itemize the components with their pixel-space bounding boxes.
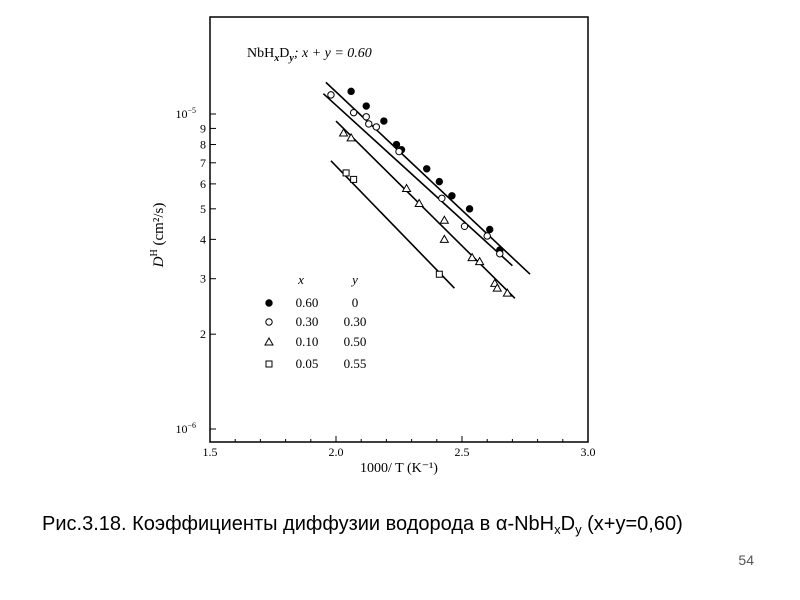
caption-alpha: α — [495, 513, 508, 535]
y-tick-label: 6 — [200, 177, 206, 191]
data-point — [372, 123, 381, 131]
fit-line — [325, 81, 531, 275]
legend-entry-x: 0.10 — [296, 334, 319, 349]
y-tick-label: 8 — [200, 138, 206, 152]
data-point — [502, 288, 513, 297]
data-point — [439, 234, 450, 243]
y-tick-label: 9 — [200, 121, 206, 135]
legend-header-y: y — [350, 272, 358, 287]
legend-entry-x: 0.30 — [296, 314, 319, 329]
data-point — [395, 147, 403, 156]
data-point — [362, 102, 370, 110]
data-point — [465, 205, 474, 213]
y-tick-label: 10−5 — [175, 106, 196, 121]
data-points — [327, 87, 513, 297]
fit-line — [330, 160, 456, 289]
x-tick-label: 2.5 — [455, 445, 470, 459]
legend-entry-y: 0.55 — [344, 356, 367, 371]
legend-marker — [265, 318, 273, 326]
data-point — [486, 225, 494, 234]
data-point — [438, 194, 446, 202]
x-tick-label: 2.0 — [329, 445, 344, 459]
data-point — [435, 177, 444, 186]
x-tick-label: 1.5 — [203, 445, 218, 459]
caption-sub-x: x — [554, 522, 561, 537]
data-point — [460, 222, 469, 231]
caption-prefix: Рис.3.18. Коэффициенты диффузии водорода… — [42, 513, 496, 535]
data-point — [350, 175, 358, 183]
title-sub-x: x — [273, 53, 279, 64]
fit-line — [322, 93, 513, 267]
data-point — [414, 198, 425, 207]
title-condition: ; x + y = 0.60 — [294, 46, 372, 61]
legend-marker — [265, 360, 273, 368]
data-point — [467, 252, 477, 262]
data-point — [439, 215, 450, 224]
title-sub-y: y — [288, 53, 294, 64]
legend: x y 0.60 0 0.30 0.30 0.10 0.50 0.05 0.55 — [264, 272, 367, 371]
page-number: 54 — [738, 552, 754, 568]
caption-suffix: (x+y=0,60) — [581, 513, 683, 535]
x-axis-label: 1000/ T (K⁻¹) — [360, 461, 438, 476]
data-point — [483, 232, 491, 240]
legend-marker — [264, 336, 274, 346]
y-axis-label: DH (cm²/s) — [149, 203, 167, 269]
data-point — [365, 120, 373, 128]
legend-markers — [264, 299, 274, 368]
legend-entry-x: 0.60 — [296, 295, 319, 310]
y-tick-label: 2 — [200, 327, 206, 341]
data-point — [392, 140, 401, 149]
figure-caption: Рис.3.18. Коэффициенты диффузии водорода… — [42, 513, 782, 536]
title-base: NbH — [247, 46, 274, 61]
data-point — [448, 192, 456, 200]
data-point — [401, 183, 412, 193]
chart-title: NbHxDy; x + y = 0.60 — [247, 46, 372, 64]
data-point — [496, 250, 504, 258]
y-axis-label-superscript: H — [149, 249, 160, 256]
legend-entry-y: 0.50 — [344, 334, 367, 349]
data-point — [423, 165, 431, 173]
data-point — [349, 108, 358, 117]
legend-marker — [265, 299, 273, 307]
data-point — [327, 91, 335, 99]
data-point — [362, 113, 370, 121]
data-point — [342, 169, 350, 177]
y-tick-label: 4 — [200, 232, 206, 246]
legend-entry-y: 0.30 — [344, 314, 367, 329]
fit-lines — [322, 81, 531, 299]
legend-header-x: x — [297, 272, 304, 287]
y-axis: 10−6 2 3 4 5 6 7 8 9 10−5 — [175, 106, 216, 436]
caption-sub-y: y — [575, 522, 582, 537]
legend-entry-y: 0 — [352, 295, 359, 310]
y-axis-label-symbol: D — [151, 256, 167, 268]
y-tick-label: 5 — [200, 202, 206, 216]
title-mid: D — [279, 46, 289, 61]
x-tick-label: 3.0 — [581, 445, 596, 459]
data-point — [347, 87, 355, 96]
y-tick-label: 3 — [200, 272, 206, 286]
x-axis: 1.5 2.0 2.5 3.0 — [203, 436, 596, 459]
data-point — [474, 256, 485, 266]
data-point — [346, 132, 356, 142]
data-point — [338, 128, 349, 137]
y-tick-label: 7 — [200, 156, 206, 170]
legend-entry-x: 0.05 — [296, 356, 319, 371]
y-tick-label: 10−6 — [175, 421, 196, 436]
data-point — [435, 270, 443, 278]
data-point — [380, 117, 388, 125]
y-axis-label-unit: (cm²/s) — [151, 203, 167, 250]
caption-formula-b: D — [560, 513, 576, 535]
plot-frame — [209, 16, 589, 443]
fit-line — [335, 120, 516, 299]
caption-formula-a: -NbH — [507, 513, 555, 535]
data-point — [492, 283, 503, 292]
